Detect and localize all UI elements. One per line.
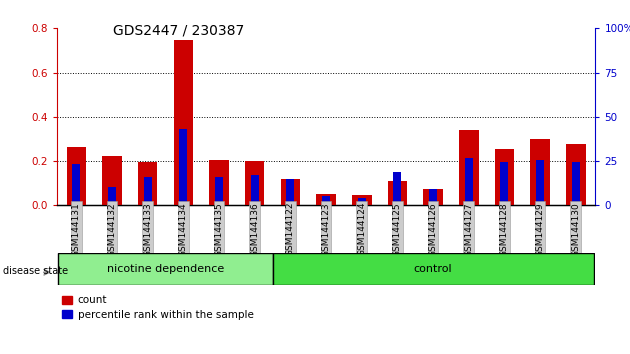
Bar: [572, 162, 580, 205]
Bar: [358, 198, 365, 205]
Text: GSM144128: GSM144128: [500, 202, 509, 257]
Text: nicotine dependence: nicotine dependence: [107, 264, 224, 274]
Bar: [322, 196, 330, 205]
Bar: [209, 160, 229, 205]
Bar: [138, 162, 158, 205]
Text: GSM144131: GSM144131: [72, 202, 81, 257]
Bar: [102, 155, 122, 205]
Bar: [59, 253, 273, 285]
Bar: [536, 160, 544, 205]
Bar: [215, 177, 223, 205]
Text: GSM144125: GSM144125: [393, 202, 402, 257]
Text: GSM144132: GSM144132: [108, 202, 117, 257]
Bar: [108, 187, 116, 205]
Bar: [287, 179, 294, 205]
Text: GSM144133: GSM144133: [143, 202, 152, 257]
Text: disease state: disease state: [3, 266, 68, 276]
Text: GSM144129: GSM144129: [536, 202, 544, 257]
Bar: [465, 158, 472, 205]
Bar: [566, 144, 585, 205]
Bar: [429, 189, 437, 205]
Bar: [72, 164, 80, 205]
Bar: [280, 179, 300, 205]
Text: GSM144127: GSM144127: [464, 202, 473, 257]
Bar: [423, 189, 443, 205]
Bar: [180, 129, 187, 205]
Text: control: control: [414, 264, 452, 274]
Bar: [316, 194, 336, 205]
Bar: [173, 40, 193, 205]
Bar: [459, 130, 479, 205]
Legend: count, percentile rank within the sample: count, percentile rank within the sample: [62, 296, 253, 320]
Bar: [352, 195, 372, 205]
Bar: [245, 161, 265, 205]
Bar: [273, 253, 593, 285]
Text: GSM144122: GSM144122: [286, 202, 295, 256]
Bar: [500, 162, 508, 205]
Text: GSM144134: GSM144134: [179, 202, 188, 257]
Text: GDS2447 / 230387: GDS2447 / 230387: [113, 23, 244, 37]
Text: GSM144130: GSM144130: [571, 202, 580, 257]
Bar: [251, 176, 258, 205]
Bar: [67, 147, 86, 205]
Bar: [530, 139, 550, 205]
Bar: [144, 177, 152, 205]
Text: GSM144123: GSM144123: [321, 202, 331, 257]
Bar: [495, 149, 514, 205]
Bar: [387, 181, 407, 205]
Text: GSM144135: GSM144135: [214, 202, 224, 257]
Text: GSM144136: GSM144136: [250, 202, 259, 257]
Bar: [394, 172, 401, 205]
Text: GSM144126: GSM144126: [428, 202, 438, 257]
Text: GSM144124: GSM144124: [357, 202, 366, 256]
